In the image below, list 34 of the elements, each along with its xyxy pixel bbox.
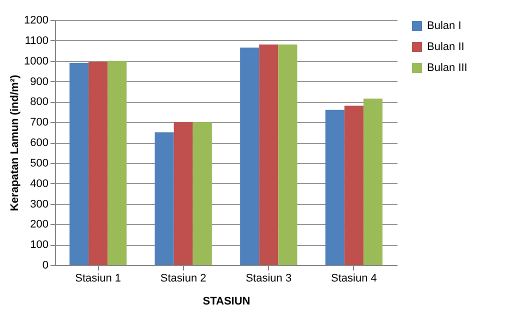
- y-tick-label: 200: [30, 218, 48, 231]
- x-tick-label: Stasiun 2: [160, 272, 206, 284]
- x-tick-label: Stasiun 1: [75, 272, 122, 284]
- y-tick-label: 500: [30, 157, 48, 170]
- y-tick-label: 700: [30, 116, 48, 129]
- y-tick-label: 100: [30, 239, 48, 252]
- bar: [154, 132, 174, 265]
- bar: [259, 44, 278, 265]
- bar: [70, 62, 89, 265]
- legend-label: Bulan III: [427, 62, 468, 74]
- bar: [108, 60, 127, 265]
- y-tick-label: 1200: [24, 14, 48, 26]
- bar: [325, 110, 344, 265]
- legend-label: Bulan II: [427, 41, 464, 53]
- x-tick-label: Stasiun 4: [330, 272, 377, 284]
- y-tick-label: 1000: [24, 55, 48, 68]
- y-tick-label: 300: [30, 198, 48, 210]
- y-tick-label: 600: [30, 137, 48, 149]
- legend-label: Bulan I: [427, 20, 462, 32]
- bar: [88, 62, 108, 265]
- bar: [192, 122, 212, 265]
- y-axis-title: Kerapatan Lamun (ind/m²): [9, 74, 22, 212]
- bar: [363, 98, 382, 265]
- y-tick-label: 900: [30, 76, 48, 88]
- bar: [278, 44, 298, 265]
- x-axis-title: STASIUN: [202, 296, 250, 308]
- y-tick-label: 800: [30, 96, 48, 108]
- x-tick-label: Stasiun 3: [246, 272, 292, 284]
- bar: [174, 122, 193, 265]
- y-tick-label: 0: [42, 260, 48, 272]
- y-tick-label: 400: [30, 178, 48, 190]
- y-tick-label: 1100: [24, 34, 48, 47]
- bar: [344, 106, 364, 265]
- bar: [240, 48, 260, 265]
